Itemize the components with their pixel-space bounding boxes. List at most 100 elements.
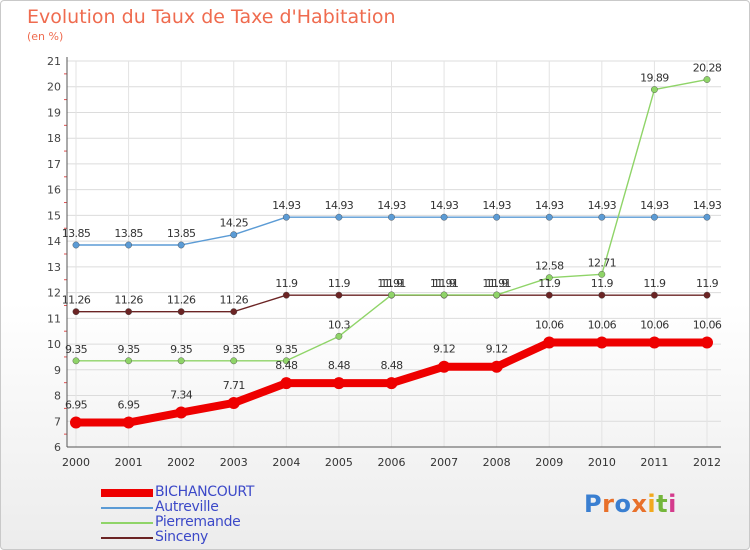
- data-point-sinceny: [177, 308, 185, 316]
- data-point-bichancourt: [280, 377, 293, 390]
- data-label-sinceny: 11.9: [696, 277, 719, 290]
- data-point-sinceny: [545, 291, 553, 299]
- data-label-bichancourt: 10.06: [535, 319, 564, 332]
- data-point-pierremande: [72, 357, 80, 365]
- chart-title: Evolution du Taux de Taxe d'Habitation: [27, 6, 396, 28]
- legend-swatch: [101, 537, 153, 539]
- legend-swatch: [101, 489, 153, 497]
- data-label-pierremande: 9.35: [275, 343, 298, 356]
- data-label-bichancourt: 10.06: [693, 319, 722, 332]
- logo-letter: P: [584, 490, 603, 518]
- data-label-sinceny: 11.9: [380, 277, 403, 290]
- data-label-autreville: 14.93: [640, 199, 669, 212]
- data-label-autreville: 13.85: [114, 227, 143, 240]
- y-tick-label: 15: [47, 209, 61, 222]
- y-tick-label: 10: [47, 338, 61, 351]
- data-point-pierremande: [388, 291, 395, 299]
- data-label-sinceny: 11.9: [486, 277, 509, 290]
- data-label-bichancourt: 7.34: [170, 389, 193, 402]
- data-label-bichancourt: 8.48: [380, 359, 403, 372]
- data-label-pierremande: 19.89: [640, 72, 669, 85]
- data-label-autreville: 14.93: [588, 199, 617, 212]
- x-tick-label: 2007: [430, 456, 458, 469]
- data-point-pierremande: [282, 357, 290, 365]
- data-label-pierremande: 9.35: [118, 343, 141, 356]
- data-point-sinceny: [703, 291, 711, 299]
- x-tick-label: 2002: [167, 456, 195, 469]
- data-point-autreville: [651, 213, 658, 221]
- data-label-autreville: 14.93: [430, 199, 459, 212]
- data-label-sinceny: 11.9: [275, 277, 298, 290]
- data-point-autreville: [230, 231, 238, 239]
- legend-swatch: [101, 522, 153, 524]
- data-label-sinceny: 11.26: [167, 294, 196, 307]
- data-label-sinceny: 11.26: [62, 294, 91, 307]
- data-label-bichancourt: 7.71: [223, 379, 245, 392]
- data-label-pierremande: 12.58: [535, 260, 564, 273]
- data-point-sinceny: [651, 291, 658, 299]
- data-label-bichancourt: 8.48: [328, 359, 351, 372]
- data-point-sinceny: [72, 308, 80, 316]
- x-tick-label: 2001: [115, 456, 143, 469]
- data-point-pierremande: [440, 291, 448, 299]
- y-tick-label: 17: [47, 158, 61, 171]
- data-label-autreville: 13.85: [167, 227, 196, 240]
- data-label-autreville: 14.93: [693, 199, 722, 212]
- data-point-pierremande: [598, 270, 606, 278]
- data-point-autreville: [125, 241, 132, 249]
- x-tick-label: 2000: [62, 456, 90, 469]
- data-label-autreville: 14.93: [482, 199, 511, 212]
- y-tick-label: 7: [54, 415, 61, 428]
- data-point-autreville: [72, 241, 80, 249]
- data-point-autreville: [545, 213, 553, 221]
- data-point-bichancourt: [332, 377, 345, 390]
- legend-swatch: [101, 507, 153, 509]
- data-label-sinceny: 11.9: [538, 277, 561, 290]
- x-tick-label: 2012: [693, 456, 721, 469]
- data-label-autreville: 14.25: [220, 217, 249, 230]
- data-point-sinceny: [230, 308, 238, 316]
- data-point-pierremande: [651, 86, 658, 93]
- data-point-autreville: [388, 213, 395, 221]
- data-label-pierremande: 9.35: [65, 343, 88, 356]
- data-label-pierremande: 20.28: [693, 62, 722, 75]
- data-point-autreville: [335, 213, 343, 221]
- logo-letter: t: [656, 490, 669, 518]
- data-point-bichancourt: [385, 377, 398, 390]
- data-label-sinceny: 11.9: [328, 277, 351, 290]
- data-point-pierremande: [230, 357, 238, 365]
- data-point-pierremande: [335, 332, 343, 340]
- data-label-bichancourt: 6.95: [118, 399, 141, 412]
- data-point-pierremande: [703, 76, 711, 83]
- data-point-sinceny: [335, 291, 343, 299]
- y-tick-label: 13: [47, 261, 61, 274]
- logo-letter: i: [647, 490, 657, 518]
- data-point-bichancourt: [648, 336, 661, 349]
- data-label-autreville: 13.85: [62, 227, 91, 240]
- data-label-bichancourt: 10.06: [640, 319, 669, 332]
- data-point-autreville: [493, 213, 501, 221]
- logo-letter: x: [631, 490, 648, 518]
- y-tick-label: 21: [47, 55, 61, 68]
- data-label-pierremande: 11.91: [482, 277, 511, 290]
- x-tick-label: 2008: [483, 456, 511, 469]
- x-tick-label: 2005: [325, 456, 353, 469]
- y-tick-label: 19: [47, 106, 61, 119]
- data-label-sinceny: 11.9: [643, 277, 666, 290]
- data-point-bichancourt: [438, 360, 451, 373]
- data-label-pierremande: 9.35: [170, 343, 193, 356]
- data-label-bichancourt: 9.12: [433, 343, 455, 356]
- data-label-sinceny: 11.9: [591, 277, 614, 290]
- data-point-sinceny: [125, 308, 132, 316]
- proxiti-logo: Proxiti: [584, 490, 677, 518]
- data-label-bichancourt: 10.06: [588, 319, 617, 332]
- data-label-pierremande: 11.91: [430, 277, 459, 290]
- legend-label: Autreville: [155, 499, 219, 515]
- y-tick-label: 20: [47, 81, 61, 94]
- data-label-bichancourt: 6.95: [65, 399, 88, 412]
- y-tick-label: 9: [54, 364, 61, 377]
- data-point-bichancourt: [227, 396, 240, 409]
- legend-label: BICHANCOURT: [155, 484, 255, 500]
- data-point-bichancourt: [70, 416, 82, 429]
